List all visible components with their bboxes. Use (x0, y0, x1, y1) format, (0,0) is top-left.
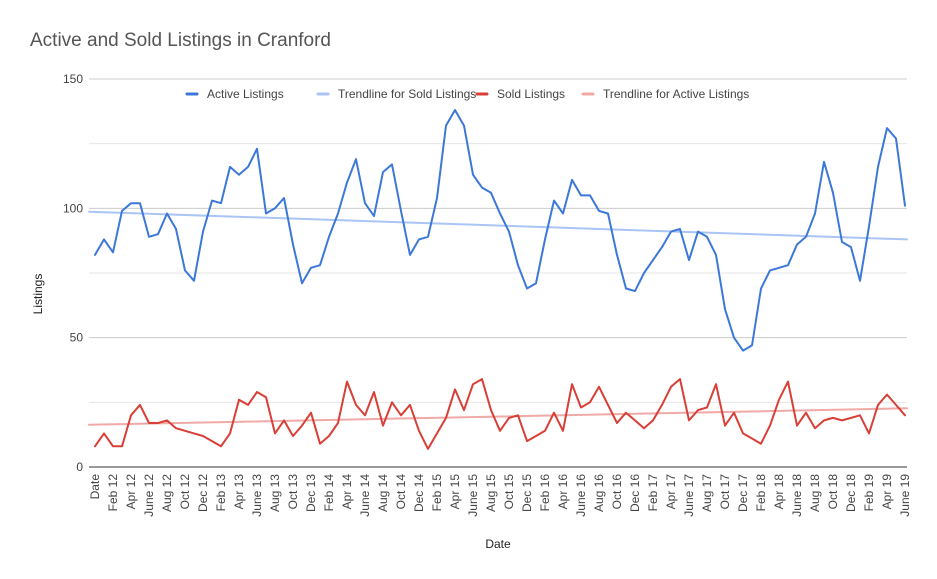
x-tick-label: June 12 (142, 474, 156, 517)
x-tick-label: Aug 14 (376, 474, 390, 512)
series-line-active-listings (94, 109, 906, 352)
x-tick-label: Aug 12 (160, 474, 174, 512)
x-tick-label: Aug 16 (592, 474, 606, 512)
legend: Active Listings Trendline for Sold Listin… (185, 87, 749, 101)
series-line-sold-listings (94, 378, 906, 450)
x-tick-label: Apr 17 (664, 474, 678, 510)
x-tick-label: Oct 16 (610, 474, 624, 510)
x-tick-label: June 19 (898, 474, 912, 517)
x-axis-ticks: Date Feb 12 Apr 12 June 12 Aug 12 Oct 12 Dec 1… (88, 474, 912, 517)
x-tick-label: Apr 18 (772, 474, 786, 510)
x-tick-label: Feb 17 (646, 474, 660, 512)
x-tick-label: Feb 19 (862, 474, 876, 512)
y-tick-label: 50 (70, 331, 84, 345)
x-tick-label: Date (88, 474, 102, 500)
x-tick-label: Feb 13 (214, 474, 228, 512)
x-tick-label: Dec 14 (412, 474, 426, 512)
y-tick-label: 150 (63, 72, 83, 86)
series-line-trendline-for-active-listings (88, 407, 908, 426)
x-tick-label: Oct 13 (286, 474, 300, 510)
x-tick-label: Oct 18 (826, 474, 840, 510)
x-axis-label: Date (485, 537, 511, 551)
x-tick-label: Apr 13 (232, 474, 246, 510)
x-tick-label: Apr 12 (124, 474, 138, 510)
x-tick-label: Oct 14 (394, 474, 408, 510)
x-tick-label: Apr 19 (880, 474, 894, 510)
legend-label-active-listings: Active Listings (207, 87, 284, 101)
x-tick-label: Feb 15 (430, 474, 444, 512)
x-tick-label: Dec 16 (628, 474, 642, 512)
x-tick-label: Feb 18 (754, 474, 768, 512)
x-tick-label: Aug 13 (268, 474, 282, 512)
x-tick-label: Oct 15 (502, 474, 516, 510)
legend-label-trendline-for-active-listings: Trendline for Active Listings (603, 87, 749, 101)
y-axis-ticks: 0 50 100 150 (63, 72, 83, 474)
x-tick-label: Aug 18 (808, 474, 822, 512)
x-tick-label: Aug 15 (484, 474, 498, 512)
x-tick-label: Oct 12 (178, 474, 192, 510)
x-tick-label: Dec 13 (304, 474, 318, 512)
y-tick-label: 0 (76, 460, 83, 474)
x-tick-label: Dec 12 (196, 474, 210, 512)
x-tick-label: Aug 17 (700, 474, 714, 512)
series-lines (88, 109, 908, 450)
y-tick-label: 100 (63, 201, 83, 215)
x-tick-label: June 15 (466, 474, 480, 517)
x-tick-label: June 17 (682, 474, 696, 517)
x-tick-label: Oct 17 (718, 474, 732, 510)
legend-label-trendline-for-sold-listings: Trendline for Sold Listings (338, 87, 476, 101)
x-tick-label: Apr 14 (340, 474, 354, 510)
series-line-trendline-for-sold-listings (88, 210, 908, 241)
x-tick-label: Feb 12 (106, 474, 120, 512)
x-tick-label: Feb 16 (538, 474, 552, 512)
y-axis-label: Listings (31, 274, 45, 315)
x-tick-label: Feb 14 (322, 474, 336, 512)
x-tick-label: June 18 (790, 474, 804, 517)
x-tick-label: June 16 (574, 474, 588, 517)
legend-label-sold-listings: Sold Listings (497, 87, 565, 101)
gridlines (89, 78, 907, 468)
x-tick-label: Dec 17 (736, 474, 750, 512)
x-tick-label: Apr 15 (448, 474, 462, 510)
x-tick-label: Dec 18 (844, 474, 858, 512)
x-tick-label: Apr 16 (556, 474, 570, 510)
x-tick-label: June 13 (250, 474, 264, 517)
x-tick-label: June 14 (358, 474, 372, 517)
chart-title: Active and Sold Listings in Cranford (30, 30, 331, 51)
x-tick-label: Dec 15 (520, 474, 534, 512)
